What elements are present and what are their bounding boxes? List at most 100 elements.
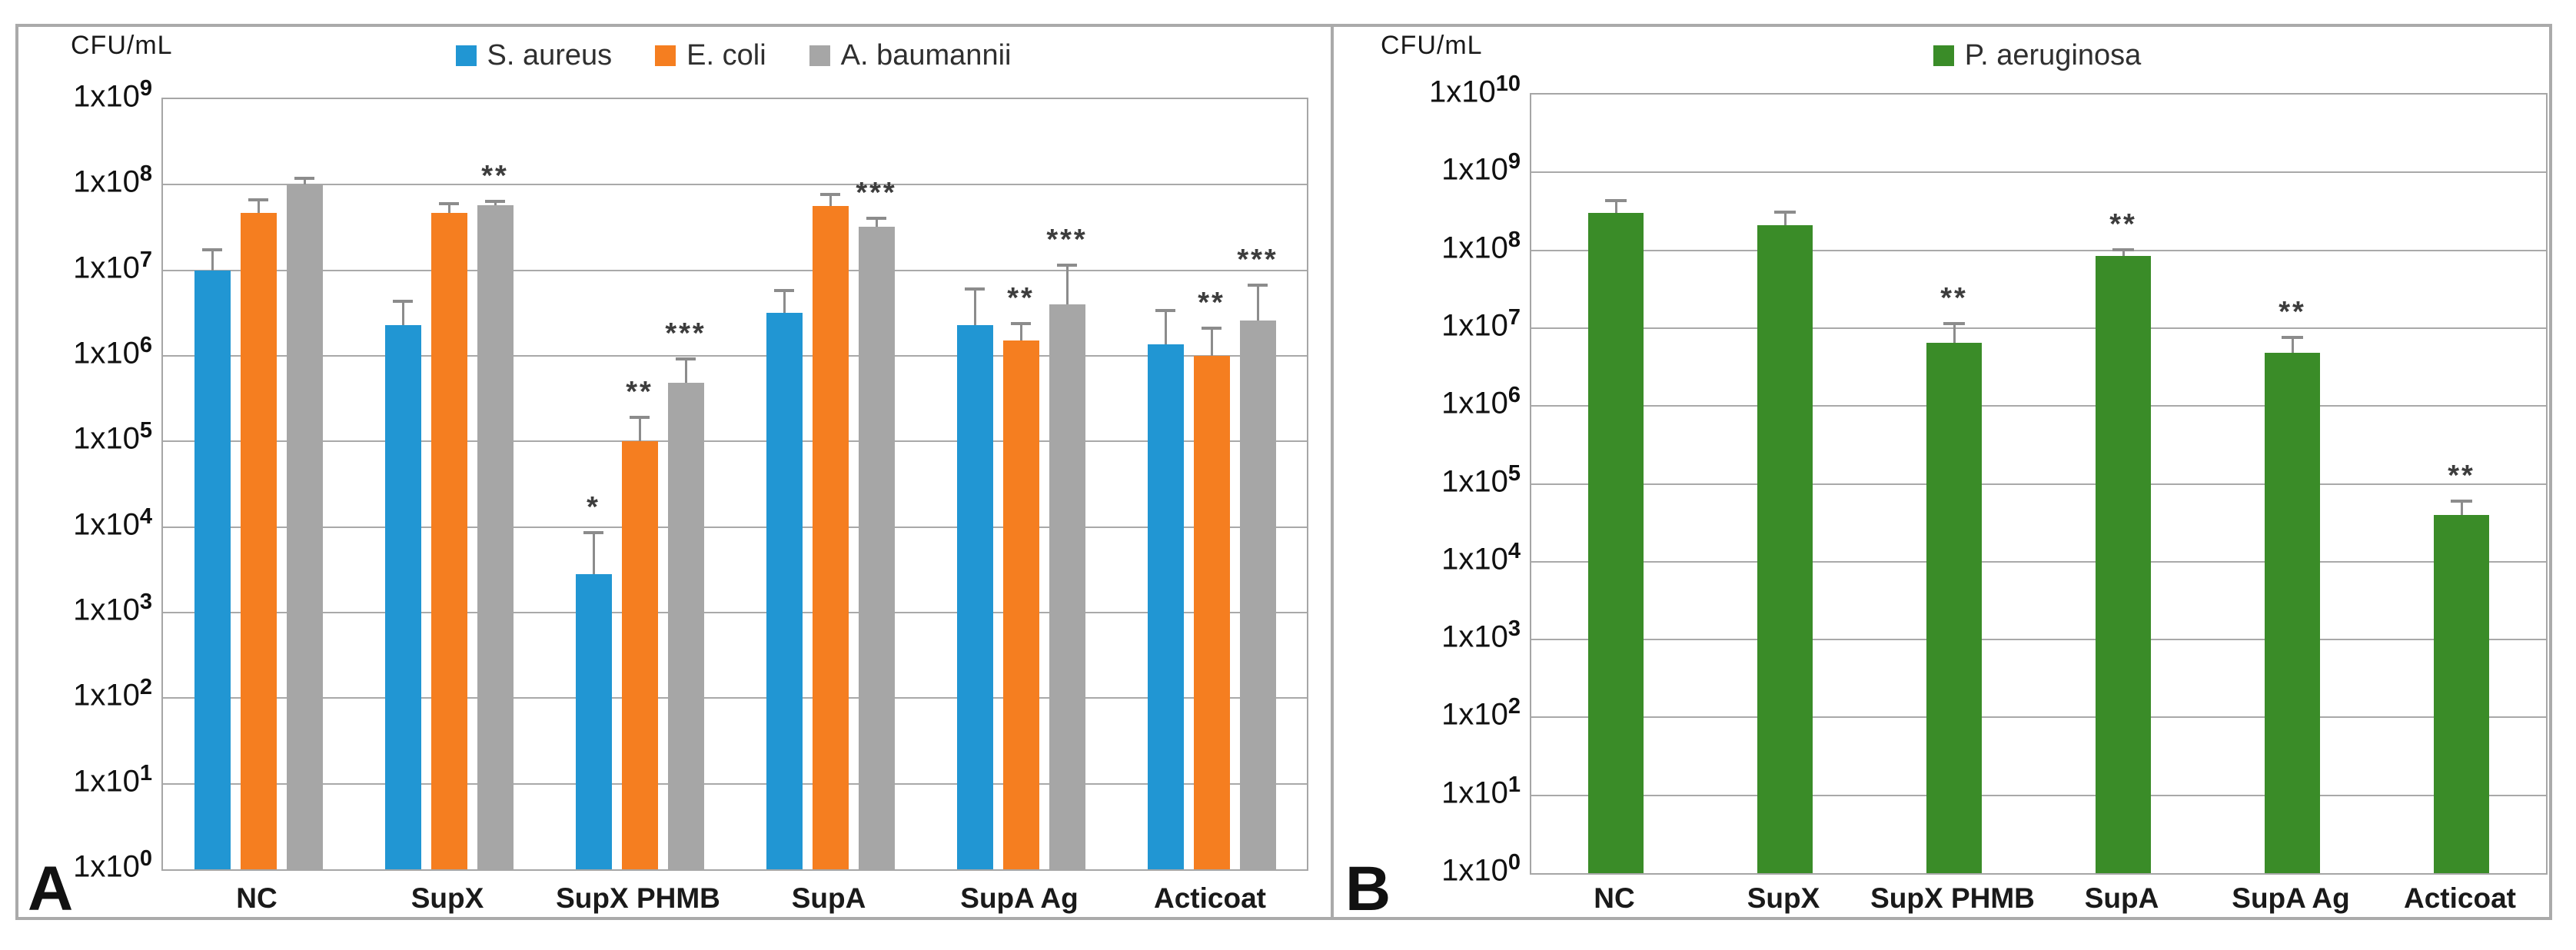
significance-marker: ** xyxy=(481,160,509,193)
bar-nc xyxy=(1588,213,1644,873)
y-tick-label: 1x105 xyxy=(1441,460,1521,498)
y-tick-label: 1x109 xyxy=(73,76,152,114)
error-bar xyxy=(829,193,832,207)
error-bar-cap xyxy=(676,357,696,361)
bar-supa-ag xyxy=(1002,340,1039,869)
error-bar-cap xyxy=(439,201,459,205)
gridline xyxy=(1531,249,2546,251)
error-bar xyxy=(211,248,214,271)
bar-acticoat xyxy=(2434,514,2489,873)
category-label: Acticoat xyxy=(2404,882,2516,914)
category-label: SupX PHMB xyxy=(1870,882,2035,914)
bar-acticoat xyxy=(1193,356,1230,869)
y-tick-label: 1x106 xyxy=(1441,383,1521,420)
y-tick-label: 1x103 xyxy=(1441,616,1521,654)
y-tick-label: 1x108 xyxy=(1441,227,1521,264)
panel-letter-a: A xyxy=(28,854,74,924)
bar-supa-ag xyxy=(2265,353,2320,873)
bar-supx xyxy=(430,212,467,869)
gridline xyxy=(163,355,1307,357)
legend-label: S. aureus xyxy=(487,38,613,71)
gridline xyxy=(163,697,1307,699)
y-tick-label: 1x102 xyxy=(73,675,152,712)
category-label: SupX xyxy=(410,882,484,914)
gridline xyxy=(1531,560,2546,563)
y-tick-label: 1x109 xyxy=(1441,149,1521,187)
bar-supx-phmb xyxy=(1926,342,1982,873)
error-bar-cap xyxy=(1248,283,1268,287)
y-tick-label: 1x108 xyxy=(73,161,152,199)
plot-area-a: ** * ** *** *** ** *** ** *** xyxy=(161,98,1308,871)
bar-nc xyxy=(286,184,323,869)
category-label: SupX xyxy=(1747,882,1820,914)
error-bar xyxy=(1614,199,1617,214)
legend-b: P. aeruginosa xyxy=(1530,37,2544,74)
significance-marker: * xyxy=(587,490,600,523)
legend-label: A. baumannii xyxy=(840,38,1012,71)
category-label: SupA Ag xyxy=(2232,882,2350,914)
gridline xyxy=(163,526,1307,528)
error-bar-cap xyxy=(2112,248,2134,252)
significance-marker: *** xyxy=(1046,223,1088,256)
category-label: NC xyxy=(236,882,278,914)
error-bar-cap xyxy=(1605,199,1627,203)
error-bar-cap xyxy=(248,198,268,201)
error-bar-cap xyxy=(630,415,650,419)
error-bar-cap xyxy=(1011,321,1031,325)
bar-supa-ag xyxy=(1049,304,1085,869)
legend-item: S. aureus xyxy=(455,38,613,72)
error-bar xyxy=(1953,321,1956,343)
error-bar-cap xyxy=(820,193,840,197)
gridline xyxy=(1531,405,2546,407)
error-bar-cap xyxy=(1057,263,1077,267)
category-label: SupX PHMB xyxy=(556,882,720,914)
error-bar-cap xyxy=(1943,321,1965,325)
error-bar-cap xyxy=(1155,309,1175,313)
y-tick-label: 1x1010 xyxy=(1428,71,1521,109)
bar-supx-phmb xyxy=(667,383,704,869)
significance-marker: ** xyxy=(2279,295,2306,328)
error-bar-cap xyxy=(866,217,886,221)
category-label: SupA Ag xyxy=(960,882,1079,914)
legend-swatch-2-icon xyxy=(655,45,676,66)
error-bar xyxy=(2291,335,2294,354)
significance-marker: *** xyxy=(856,177,897,210)
legend-swatch-1-icon xyxy=(455,45,477,66)
error-bar xyxy=(1210,326,1213,356)
panel-divider xyxy=(1331,24,1334,920)
gridline xyxy=(1531,327,2546,329)
figure-border xyxy=(15,24,2552,920)
bar-acticoat xyxy=(1147,344,1184,869)
error-bar xyxy=(447,201,450,213)
legend-item: P. aeruginosa xyxy=(1933,39,2141,72)
bar-supx-phmb xyxy=(621,441,658,869)
panel-letter-b: B xyxy=(1345,854,1391,924)
gridline xyxy=(1531,171,2546,174)
bar-supa-ag xyxy=(956,324,993,869)
y-axis-title-a: CFU/mL xyxy=(71,31,173,60)
category-label: SupA xyxy=(791,882,866,914)
category-label: Acticoat xyxy=(1154,882,1266,914)
y-tick-label: 1x105 xyxy=(73,418,152,456)
significance-marker: ** xyxy=(2109,208,2137,241)
y-tick-label: 1x103 xyxy=(73,590,152,627)
gridline xyxy=(163,184,1307,186)
error-bar-cap xyxy=(583,530,603,534)
error-bar-cap xyxy=(202,248,222,252)
error-bar xyxy=(1256,283,1259,321)
error-bar-cap xyxy=(2282,335,2303,339)
y-tick-label: 1x101 xyxy=(1441,772,1521,810)
bar-supx-phmb xyxy=(575,574,612,869)
error-bar-cap xyxy=(1202,326,1222,330)
y-tick-label: 1x100 xyxy=(1441,850,1521,888)
error-bar xyxy=(1783,211,1787,225)
error-bar-cap xyxy=(393,300,413,304)
y-tick-label: 1x107 xyxy=(1441,304,1521,343)
legend-item: A. baumannii xyxy=(809,38,1012,72)
gridline xyxy=(163,440,1307,443)
y-axis-title-b: CFU/mL xyxy=(1381,31,1483,60)
y-tick-label: 1x100 xyxy=(73,846,152,884)
error-bar xyxy=(303,176,306,185)
significance-marker: ** xyxy=(1940,281,1968,314)
error-bar xyxy=(257,198,260,213)
